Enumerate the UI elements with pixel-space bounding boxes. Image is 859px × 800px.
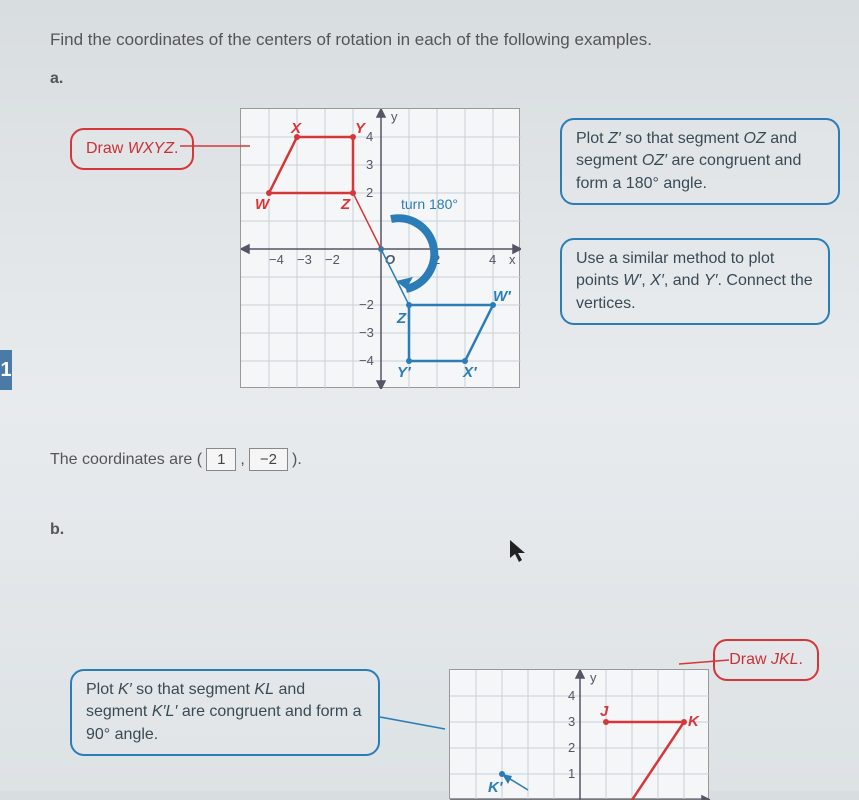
- svg-text:3: 3: [568, 714, 575, 729]
- svg-text:1: 1: [568, 766, 575, 781]
- svg-text:4: 4: [568, 688, 575, 703]
- callout-line-blue-b: [380, 709, 450, 739]
- svg-text:4: 4: [489, 252, 496, 267]
- left-page-tab: 1: [0, 350, 12, 390]
- part-b-label: b.: [50, 521, 819, 539]
- svg-text:K: K: [688, 713, 700, 730]
- callout-plot-k-text: Plot K′ so that segment KL and segment K…: [86, 681, 362, 743]
- svg-text:−4: −4: [359, 353, 374, 368]
- svg-text:J: J: [600, 703, 609, 720]
- svg-text:−2: −2: [359, 297, 374, 312]
- svg-text:−3: −3: [297, 252, 312, 267]
- answer-line: The coordinates are ( 1 , −2 ).: [50, 448, 819, 471]
- cursor-icon: [510, 540, 528, 562]
- svg-text:4: 4: [366, 129, 373, 144]
- callout-line-red-b: [679, 654, 729, 674]
- grid-a-svg: y x O −4−3−2 24 432 −2−3−4 WZ YX W′Z′ Y′…: [241, 109, 521, 389]
- svg-text:Z′: Z′: [396, 310, 411, 327]
- svg-text:2: 2: [568, 740, 575, 755]
- part-a-label: a.: [50, 70, 819, 88]
- ylabel: y: [391, 109, 398, 124]
- svg-text:−4: −4: [269, 252, 284, 267]
- answer-sep: ,: [240, 451, 244, 469]
- svg-text:y: y: [590, 670, 597, 685]
- svg-text:W: W: [255, 196, 271, 213]
- wxyz-labels: WZ YX: [255, 120, 367, 213]
- turn-arrow: [391, 218, 434, 289]
- svg-text:Z: Z: [340, 196, 351, 213]
- svg-text:2: 2: [366, 185, 373, 200]
- callout-draw-jkl: Draw JKL.: [713, 639, 819, 681]
- jkl-labels: JK: [600, 703, 700, 730]
- svg-text:3: 3: [366, 157, 373, 172]
- section-b: Plot K′ so that segment KL and segment K…: [40, 599, 819, 799]
- svg-text:−2: −2: [325, 252, 340, 267]
- svg-text:Y′: Y′: [397, 364, 412, 381]
- grid-b-svg: y 43 21 JK K′: [450, 670, 710, 800]
- axis-labels-b: y 4 3 2 1: [568, 670, 597, 781]
- xlabel: x: [509, 252, 516, 267]
- answer-box-2[interactable]: −2: [249, 448, 288, 471]
- answer-suffix: ).: [292, 451, 302, 469]
- svg-text:X′: X′: [462, 364, 478, 381]
- answer-box-1[interactable]: 1: [206, 448, 236, 471]
- shape-jkl: [606, 722, 684, 800]
- grid-b: y 43 21 JK K′: [449, 669, 709, 799]
- wxyz-prime-labels: W′ Z′ Y′ X′: [396, 288, 512, 381]
- question-text: Find the coordinates of the centers of r…: [50, 30, 819, 50]
- turn-label: turn 180°: [401, 196, 458, 212]
- callout-method: Use a similar method to plot points W′, …: [560, 238, 830, 325]
- callout-plot-k: Plot K′ so that segment KL and segment K…: [70, 669, 380, 756]
- callout-plot-z: Plot Z′ so that segment OZ and segment O…: [560, 118, 840, 205]
- svg-text:W′: W′: [493, 288, 512, 305]
- answer-prefix: The coordinates are (: [50, 451, 202, 469]
- callout-plot-z-text: Plot Z′ so that segment OZ and segment O…: [576, 130, 801, 192]
- callout-method-text: Use a similar method to plot points W′, …: [576, 250, 813, 312]
- callout-draw-wxyz-text: Draw WXYZ.: [86, 140, 178, 157]
- callout-draw-wxyz: Draw WXYZ.: [70, 128, 194, 170]
- axis-labels: y x O −4−3−2 24 432 −2−3−4: [269, 109, 516, 368]
- svg-text:−3: −3: [359, 325, 374, 340]
- callout-draw-jkl-text: Draw JKL.: [729, 651, 803, 668]
- grid-a: y x O −4−3−2 24 432 −2−3−4 WZ YX W′Z′ Y′…: [240, 108, 520, 388]
- callout-line-red: [180, 138, 260, 168]
- section-a: Draw WXYZ. Plot Z′ so that segment OZ an…: [40, 98, 819, 418]
- kprime-label: K′: [488, 779, 504, 796]
